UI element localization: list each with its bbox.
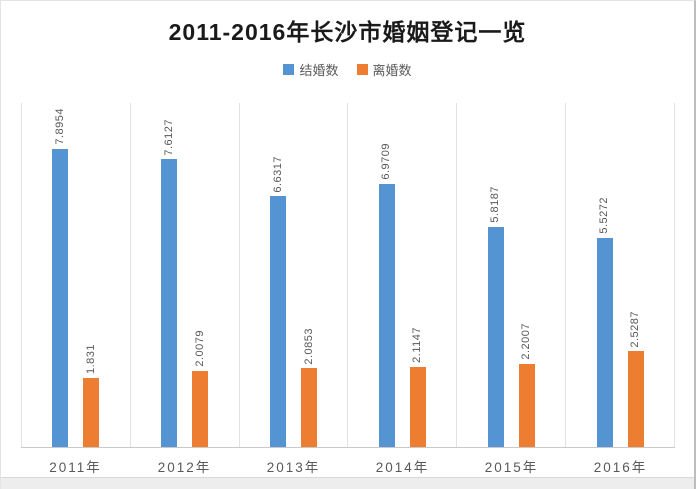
marriage-series-swatch-icon <box>283 63 295 75</box>
divorce-bar <box>518 363 535 447</box>
bar-value-label: 2.1147 <box>411 327 424 364</box>
x-axis-label: 2014年 <box>375 460 430 475</box>
bar-column: 1.831 <box>83 103 100 447</box>
marriage-bar <box>378 183 395 447</box>
bar-column: 7.8954 <box>52 103 69 447</box>
divorce-bar <box>409 367 426 447</box>
category-panel: 5.8187 2.2007 <box>457 103 567 447</box>
chart-title: 2011-2016年长沙市婚姻登记一览 <box>168 19 527 45</box>
marriage-bar <box>487 227 504 447</box>
x-axis: 2011年 2012年 2013年 2014年 2015年 2016年 <box>21 448 675 476</box>
legend-item-marriages: 结婚数 <box>283 60 339 79</box>
legend: 结婚数 离婚数 <box>1 60 694 79</box>
x-axis-label: 2011年 <box>49 460 102 475</box>
bar-column: 2.0853 <box>301 103 318 447</box>
bottom-strip <box>1 477 694 489</box>
bar-value-label: 6.6317 <box>271 155 284 193</box>
legend-label-divorces: 离婚数 <box>372 62 412 78</box>
divorce-bar <box>301 368 318 447</box>
bar-column: 5.5272 <box>596 103 613 447</box>
plot-area: 7.8954 1.831 7.6127 2.0079 6.6317 2.0853 6.970… <box>21 103 675 448</box>
divorce-series-swatch-icon <box>356 63 368 75</box>
category-panel: 7.6127 2.0079 <box>131 103 240 447</box>
category-panel: 6.6317 2.0853 <box>240 103 349 447</box>
bar-value-label: 2.0079 <box>193 330 206 368</box>
bar-column: 2.1147 <box>409 103 426 447</box>
marriage-bar <box>270 196 287 447</box>
x-axis-label: 2015年 <box>484 460 539 475</box>
bar-value-label: 6.9709 <box>380 142 393 180</box>
bar-value-label: 5.8187 <box>489 186 502 224</box>
category-panel: 5.5272 2.5287 <box>566 103 675 447</box>
bar-value-label: 2.5287 <box>629 310 642 348</box>
bar-column: 5.8187 <box>487 103 504 447</box>
bar-column: 2.0079 <box>192 103 209 447</box>
legend-label-marriages: 结婚数 <box>299 62 339 78</box>
legend-item-divorces: 离婚数 <box>356 60 412 79</box>
marriage-bar <box>161 159 178 447</box>
bar-column: 7.6127 <box>161 103 178 447</box>
bar-value-label: 2.2007 <box>520 323 533 360</box>
divorce-bar <box>192 371 209 447</box>
divorce-bar <box>83 377 100 447</box>
marriage-bar <box>52 148 69 447</box>
bar-value-label: 7.8954 <box>53 107 66 145</box>
bar-column: 6.6317 <box>270 103 287 447</box>
category-panel: 7.8954 1.831 <box>21 103 131 447</box>
x-axis-label: 2016年 <box>593 460 648 475</box>
marriage-bar <box>596 238 613 447</box>
bar-value-label: 2.0853 <box>302 327 315 365</box>
bar-column: 2.5287 <box>627 103 644 447</box>
bar-column: 2.2007 <box>518 103 535 447</box>
bar-value-label: 5.5272 <box>598 197 611 235</box>
bar-column: 6.9709 <box>378 103 395 447</box>
x-axis-label: 2012年 <box>157 460 212 475</box>
bar-value-label: 7.6127 <box>162 118 175 156</box>
category-panel: 6.9709 2.1147 <box>348 103 458 447</box>
divorce-bar <box>627 351 644 447</box>
x-axis-label: 2013年 <box>266 460 321 475</box>
bar-value-label: 1.831 <box>84 343 97 374</box>
